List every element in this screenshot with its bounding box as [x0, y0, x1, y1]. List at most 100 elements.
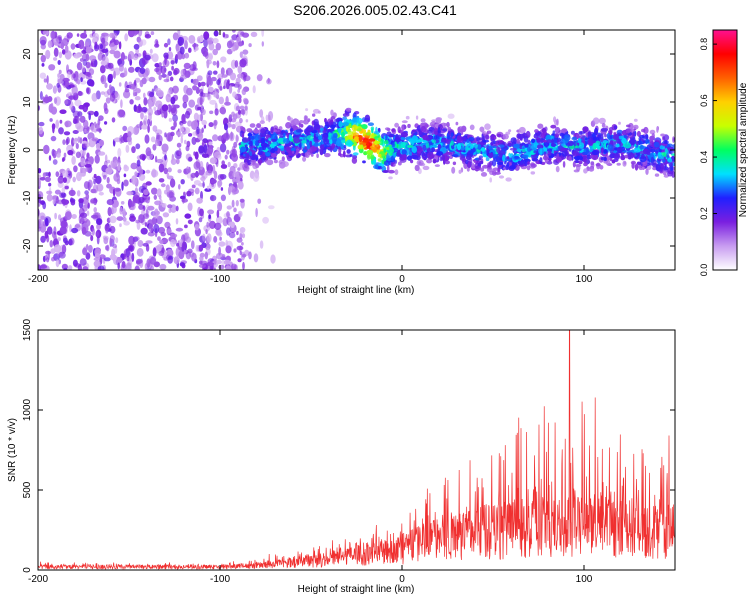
spectrogram-noise-cell [207, 145, 214, 155]
spectrogram-noise-cell [180, 74, 188, 80]
spectrogram-noise-cell [91, 92, 98, 102]
spectrogram-noise-cell [144, 34, 152, 39]
spectrogram-noise-cell [191, 136, 197, 145]
spectrogram-noise-cell [220, 187, 224, 191]
spectrogram-noise-cell [196, 75, 203, 82]
spectrogram-signal-cell [635, 141, 639, 146]
spectrogram-noise-cell [98, 115, 104, 121]
spectrogram-signal-cell [588, 138, 592, 146]
spectrogram-noise-cell [163, 109, 168, 119]
spectrogram-signal-cell [316, 153, 319, 159]
spectrogram-noise-cell [256, 74, 263, 82]
spectrogram-noise-cell [215, 42, 222, 51]
spectrogram-signal-cell [667, 170, 674, 177]
spectrogram-signal-cell [664, 148, 668, 154]
spectrogram-noise-cell [98, 191, 104, 196]
spectrogram-noise-cell [107, 206, 112, 217]
spectrogram-signal-cell [582, 155, 587, 160]
spectrogram-noise-cell [103, 257, 111, 262]
spectrogram-noise-cell [129, 215, 136, 222]
spectrogram-noise-cell [201, 153, 209, 159]
spectrogram-signal-cell [282, 138, 290, 144]
spectrogram-signal-cell [428, 126, 435, 132]
spectrogram-noise-cell [104, 121, 108, 125]
y-tick-label: 1000 [22, 398, 33, 421]
y-tick-label: 500 [22, 481, 33, 498]
spectrogram-noise-cell [213, 258, 217, 265]
colorbar: 0.0 0.2 0.4 0.6 0.8 Normalized spectral ampl… [699, 29, 749, 276]
spectrogram-noise-cell [217, 180, 222, 188]
spectrogram-noise-cell [138, 168, 144, 175]
spectrogram-signal-cell [487, 162, 492, 168]
spectrogram-signal-cell [582, 126, 589, 133]
spectrogram-signal-cell [505, 177, 512, 182]
spectrogram-signal-cell [546, 139, 552, 144]
spectrogram-noise-cell [194, 187, 200, 195]
spectrogram-signal-cell [493, 136, 497, 140]
spectrogram-noise-cell [117, 159, 121, 165]
spectrogram-noise-cell [56, 196, 59, 204]
spectrogram-noise-cell [123, 173, 127, 178]
spectrogram-signal-cell [305, 108, 309, 112]
spectrogram-signal-cell [442, 154, 446, 161]
y-tick-label: -10 [22, 190, 33, 205]
spectrogram-noise-cell [228, 39, 235, 47]
spectrogram-noise-cell [212, 37, 219, 44]
spectrogram-noise-cell [184, 52, 190, 59]
spectrogram-noise-cell [150, 31, 155, 36]
spectrogram-signal-cell [618, 135, 625, 140]
spectrogram-noise-cell [178, 250, 185, 260]
spectrogram-signal-cell [561, 128, 568, 133]
spectrogram-signal-cell [311, 145, 318, 152]
spectrogram-noise-cell [126, 191, 134, 196]
spectrogram-signal-cell [388, 176, 393, 180]
spectrogram-noise-cell [123, 90, 131, 99]
spectrogram-noise-cell [157, 236, 161, 242]
spectrogram-noise-cell [134, 187, 138, 195]
spectrogram-noise-cell [238, 212, 242, 217]
spectrogram-noise-cell [203, 38, 209, 48]
spectrogram-noise-cell [233, 248, 237, 253]
spectrogram-noise-cell [161, 203, 167, 208]
spectrogram-signal-cell [556, 139, 560, 145]
spectrogram-noise-cell [96, 224, 101, 229]
spectrogram-signal-cell [666, 143, 673, 147]
spectrogram-noise-cell [131, 146, 136, 154]
spectrogram-signal-cell [278, 137, 284, 143]
spectrogram-signal-cell [541, 127, 547, 134]
spectrogram-noise-cell [196, 126, 200, 135]
spectrogram-signal-cell [347, 128, 352, 133]
spectrogram-signal-cell [623, 142, 632, 149]
spectrogram-signal-cell [521, 148, 526, 153]
spectrogram-noise-cell [84, 128, 87, 134]
spectrogram-noise-cell [113, 39, 120, 46]
spectrogram-noise-cell [178, 184, 181, 190]
spectrogram-noise-cell [231, 199, 235, 208]
spectrogram-noise-cell [85, 166, 89, 172]
spectrogram-signal-cell [609, 129, 613, 136]
spectrogram-noise-cell [100, 74, 107, 85]
x-tick-label: -200 [28, 574, 48, 585]
spectrogram-signal-cell [294, 118, 300, 125]
spectrogram-signal-cell [479, 126, 485, 133]
spectrogram-signal-cell [302, 156, 307, 162]
spectrogram-noise-cell [208, 220, 216, 229]
spectrogram-signal-cell [482, 164, 489, 169]
spectrogram-signal-cell [570, 130, 575, 135]
spectrogram-noise-cell [173, 69, 178, 76]
spectrogram-noise-cell [39, 264, 48, 269]
spectrogram-noise-cell [198, 145, 205, 154]
spectrogram-signal-cell [390, 155, 394, 162]
spectrogram-signal-cell [249, 123, 256, 128]
spectrogram-signal-cell [633, 118, 638, 122]
spectrogram-signal-cell [536, 138, 544, 144]
spectrogram-noise-cell [57, 78, 63, 84]
spectrogram-noise-cell [109, 225, 116, 234]
spectrogram-signal-cell [371, 128, 374, 134]
spectrogram-noise-cell [208, 214, 211, 219]
spectrogram-noise-cell [203, 31, 210, 40]
spectrogram-signal-cell [631, 132, 635, 137]
spectrogram-noise-cell [116, 93, 120, 101]
spectrogram-noise-cell [39, 91, 43, 100]
